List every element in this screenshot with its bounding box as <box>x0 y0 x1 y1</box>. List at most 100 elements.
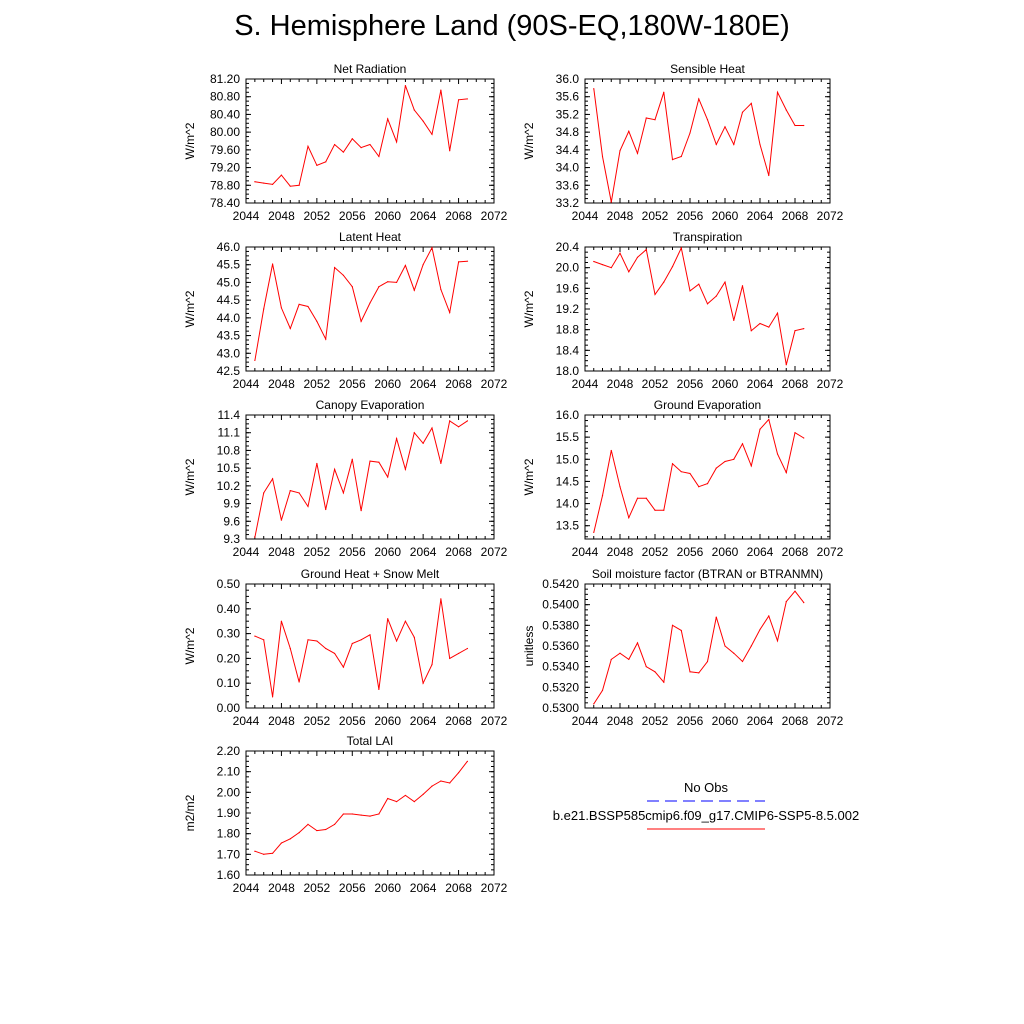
data-point <box>680 629 682 632</box>
data-point <box>715 467 717 469</box>
data-point <box>610 267 612 269</box>
y-tick-label: 1.60 <box>217 868 241 882</box>
y-tick-label: 13.5 <box>556 519 580 533</box>
data-point <box>431 133 433 135</box>
plot-panel-8: Soil moisture factor (BTRAN or BTRANMN) u… <box>522 567 844 728</box>
y-tick-label: 79.20 <box>210 161 240 175</box>
data-point <box>351 286 353 288</box>
data-point <box>378 688 380 691</box>
x-tick-label: 2044 <box>233 881 260 895</box>
data-point <box>759 428 761 430</box>
plot-panel-1: Net Radiation W/m^2 2044 2048 2052 2056 2060 20… <box>183 62 508 223</box>
data-point <box>680 247 682 249</box>
data-point <box>254 181 256 183</box>
x-tick-label: 2072 <box>481 377 508 391</box>
data-point <box>466 420 469 422</box>
data-point <box>741 443 744 445</box>
data-point <box>759 628 761 631</box>
data-point <box>342 666 345 668</box>
data-point <box>628 658 630 661</box>
x-tick-label: 2064 <box>410 881 437 895</box>
y-tick-label: 20.0 <box>556 261 580 275</box>
data-point <box>342 813 345 815</box>
data-point <box>316 462 318 465</box>
data-point <box>333 143 336 146</box>
data-point <box>351 458 353 460</box>
data-point <box>387 281 389 283</box>
data-point <box>698 672 700 674</box>
x-tick-label: 2044 <box>233 377 260 391</box>
data-point <box>369 460 371 462</box>
data-point <box>351 138 353 140</box>
y-tick-label: 0.10 <box>217 676 241 690</box>
x-tick-label: 2048 <box>268 545 295 559</box>
data-point <box>768 174 770 177</box>
data-point <box>360 639 362 641</box>
data-point <box>593 531 595 533</box>
data-point <box>794 590 796 592</box>
y-tick-label: 11.4 <box>218 408 241 422</box>
data-point <box>706 119 709 121</box>
plot-panel-3: Latent Heat W/m^2 2044 2048 2052 2056 2060 2064… <box>183 230 508 391</box>
data-point <box>768 418 770 421</box>
x-tick-label: 2056 <box>339 881 366 895</box>
x-tick-label: 2056 <box>339 714 366 728</box>
data-point <box>636 497 639 499</box>
data-point <box>601 495 604 497</box>
data-point <box>715 295 717 297</box>
data-point <box>360 814 362 816</box>
data-point <box>776 91 779 93</box>
series-line <box>254 760 468 855</box>
x-tick-label: 2056 <box>677 714 704 728</box>
y-axis-label: W/m^2 <box>183 290 197 327</box>
x-tick-label: 2068 <box>445 209 472 223</box>
data-point <box>645 666 647 668</box>
plot-frame <box>584 78 831 204</box>
legend: No Obs b.e21.BSSP585cmip6.f09_g17.CMIP6-… <box>553 780 859 830</box>
data-point <box>768 615 770 617</box>
y-tick-label: 43.0 <box>217 346 241 360</box>
data-point <box>440 780 442 782</box>
data-point <box>689 132 691 134</box>
data-point <box>289 838 291 840</box>
data-point <box>387 118 389 120</box>
data-point <box>619 652 621 654</box>
data-point <box>645 248 647 251</box>
data-point <box>280 307 283 309</box>
data-point <box>449 782 451 784</box>
x-tick-label: 2068 <box>782 714 809 728</box>
plot-panel-2: Sensible Heat W/m^2 2044 2048 2052 2056 2060 20… <box>522 62 844 223</box>
y-tick-label: 0.5420 <box>542 577 579 591</box>
y-tick-label: 80.00 <box>210 125 240 139</box>
data-point <box>733 319 735 321</box>
x-tick-label: 2060 <box>712 209 739 223</box>
plot-frame <box>584 583 831 709</box>
data-point <box>741 285 744 287</box>
data-point <box>733 143 735 146</box>
data-point <box>628 271 630 273</box>
x-tick-label: 2072 <box>817 209 844 223</box>
data-point <box>689 472 691 475</box>
data-point <box>733 652 735 654</box>
x-tick-label: 2060 <box>374 714 401 728</box>
data-point <box>724 460 726 463</box>
series-line <box>254 85 468 187</box>
y-axis-label: W/m^2 <box>522 122 536 159</box>
data-point <box>601 155 604 158</box>
data-point <box>404 620 407 622</box>
plot-title: Soil moisture factor (BTRAN or BTRANMN) <box>592 567 823 581</box>
x-tick-label: 2056 <box>339 545 366 559</box>
data-point <box>298 492 300 494</box>
data-point <box>706 483 709 485</box>
series-line <box>593 590 805 705</box>
data-point <box>593 260 595 263</box>
data-point <box>254 359 256 361</box>
data-point <box>457 652 460 655</box>
x-tick-label: 2064 <box>410 377 437 391</box>
y-tick-label: 18.8 <box>556 323 580 337</box>
data-point <box>387 476 389 478</box>
data-point <box>298 681 300 683</box>
data-point <box>333 652 336 655</box>
x-tick-label: 2048 <box>268 209 295 223</box>
